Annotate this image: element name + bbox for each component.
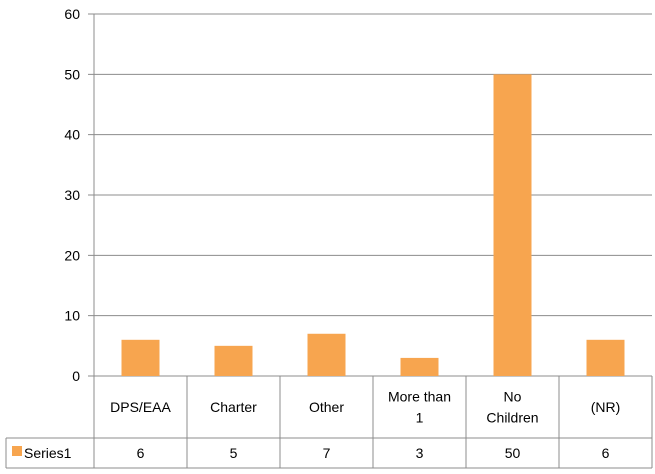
data-table: DPS/EAA Charter Other More than 1 No Children (… [6, 376, 652, 468]
legend-series-name: Series1 [24, 445, 72, 461]
bar [494, 74, 532, 376]
data-table-value: 3 [416, 445, 424, 461]
data-table-value: 6 [137, 445, 145, 461]
category-label: (NR) [591, 399, 621, 415]
y-tick-label: 20 [64, 247, 80, 263]
data-table-value: 50 [505, 445, 521, 461]
data-table-value: 7 [323, 445, 331, 461]
y-tick-label: 50 [64, 66, 80, 82]
category-label: Charter [210, 399, 257, 415]
y-tick-label: 40 [64, 127, 80, 143]
legend-swatch [12, 446, 22, 456]
category-label: No [504, 389, 522, 405]
bar [308, 334, 346, 376]
bar [122, 340, 160, 376]
y-tick-label: 10 [64, 308, 80, 324]
gridlines [88, 14, 652, 468]
category-label: DPS/EAA [110, 399, 171, 415]
category-label: 1 [416, 410, 424, 426]
category-label: More than [388, 389, 451, 405]
bar [587, 340, 625, 376]
category-label: Children [486, 410, 538, 426]
bar [215, 346, 253, 376]
bar [401, 358, 439, 376]
y-tick-label: 30 [64, 187, 80, 203]
category-label: Other [309, 399, 344, 415]
y-tick-label: 0 [72, 368, 80, 384]
data-table-value: 6 [602, 445, 610, 461]
bars [122, 74, 625, 376]
data-table-value: 5 [230, 445, 238, 461]
y-tick-label: 60 [64, 6, 80, 22]
y-axis-ticks: 0 10 20 30 40 50 60 [64, 6, 80, 384]
